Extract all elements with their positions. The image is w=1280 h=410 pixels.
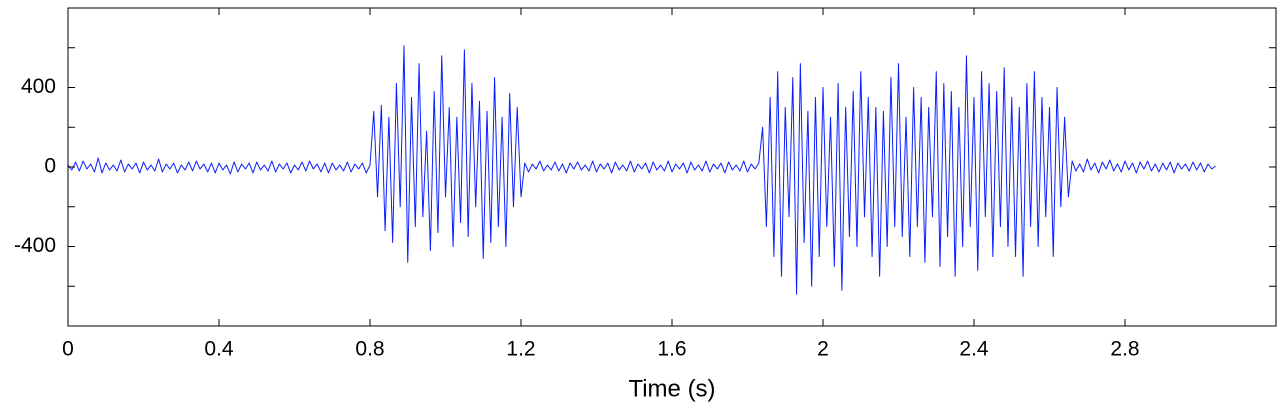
plot-frame xyxy=(67,7,1277,327)
x-tick-label: 1.2 xyxy=(506,338,535,361)
x-tick-label: 1.6 xyxy=(657,338,686,361)
y-tick-label: -400 xyxy=(14,234,56,257)
x-axis-label: Time (s) xyxy=(628,375,715,402)
x-tick-label: 0 xyxy=(62,338,74,361)
x-tick-label: 0.4 xyxy=(204,338,234,361)
x-tick-label: 2.8 xyxy=(1110,338,1139,361)
x-tick-label: 0.8 xyxy=(355,338,384,361)
y-tick-label: 0 xyxy=(44,155,56,178)
x-tick-label: 2 xyxy=(817,338,829,361)
x-tick-label: 2.4 xyxy=(959,338,989,361)
waveform xyxy=(67,45,1216,295)
y-tick-label: 400 xyxy=(21,75,56,98)
